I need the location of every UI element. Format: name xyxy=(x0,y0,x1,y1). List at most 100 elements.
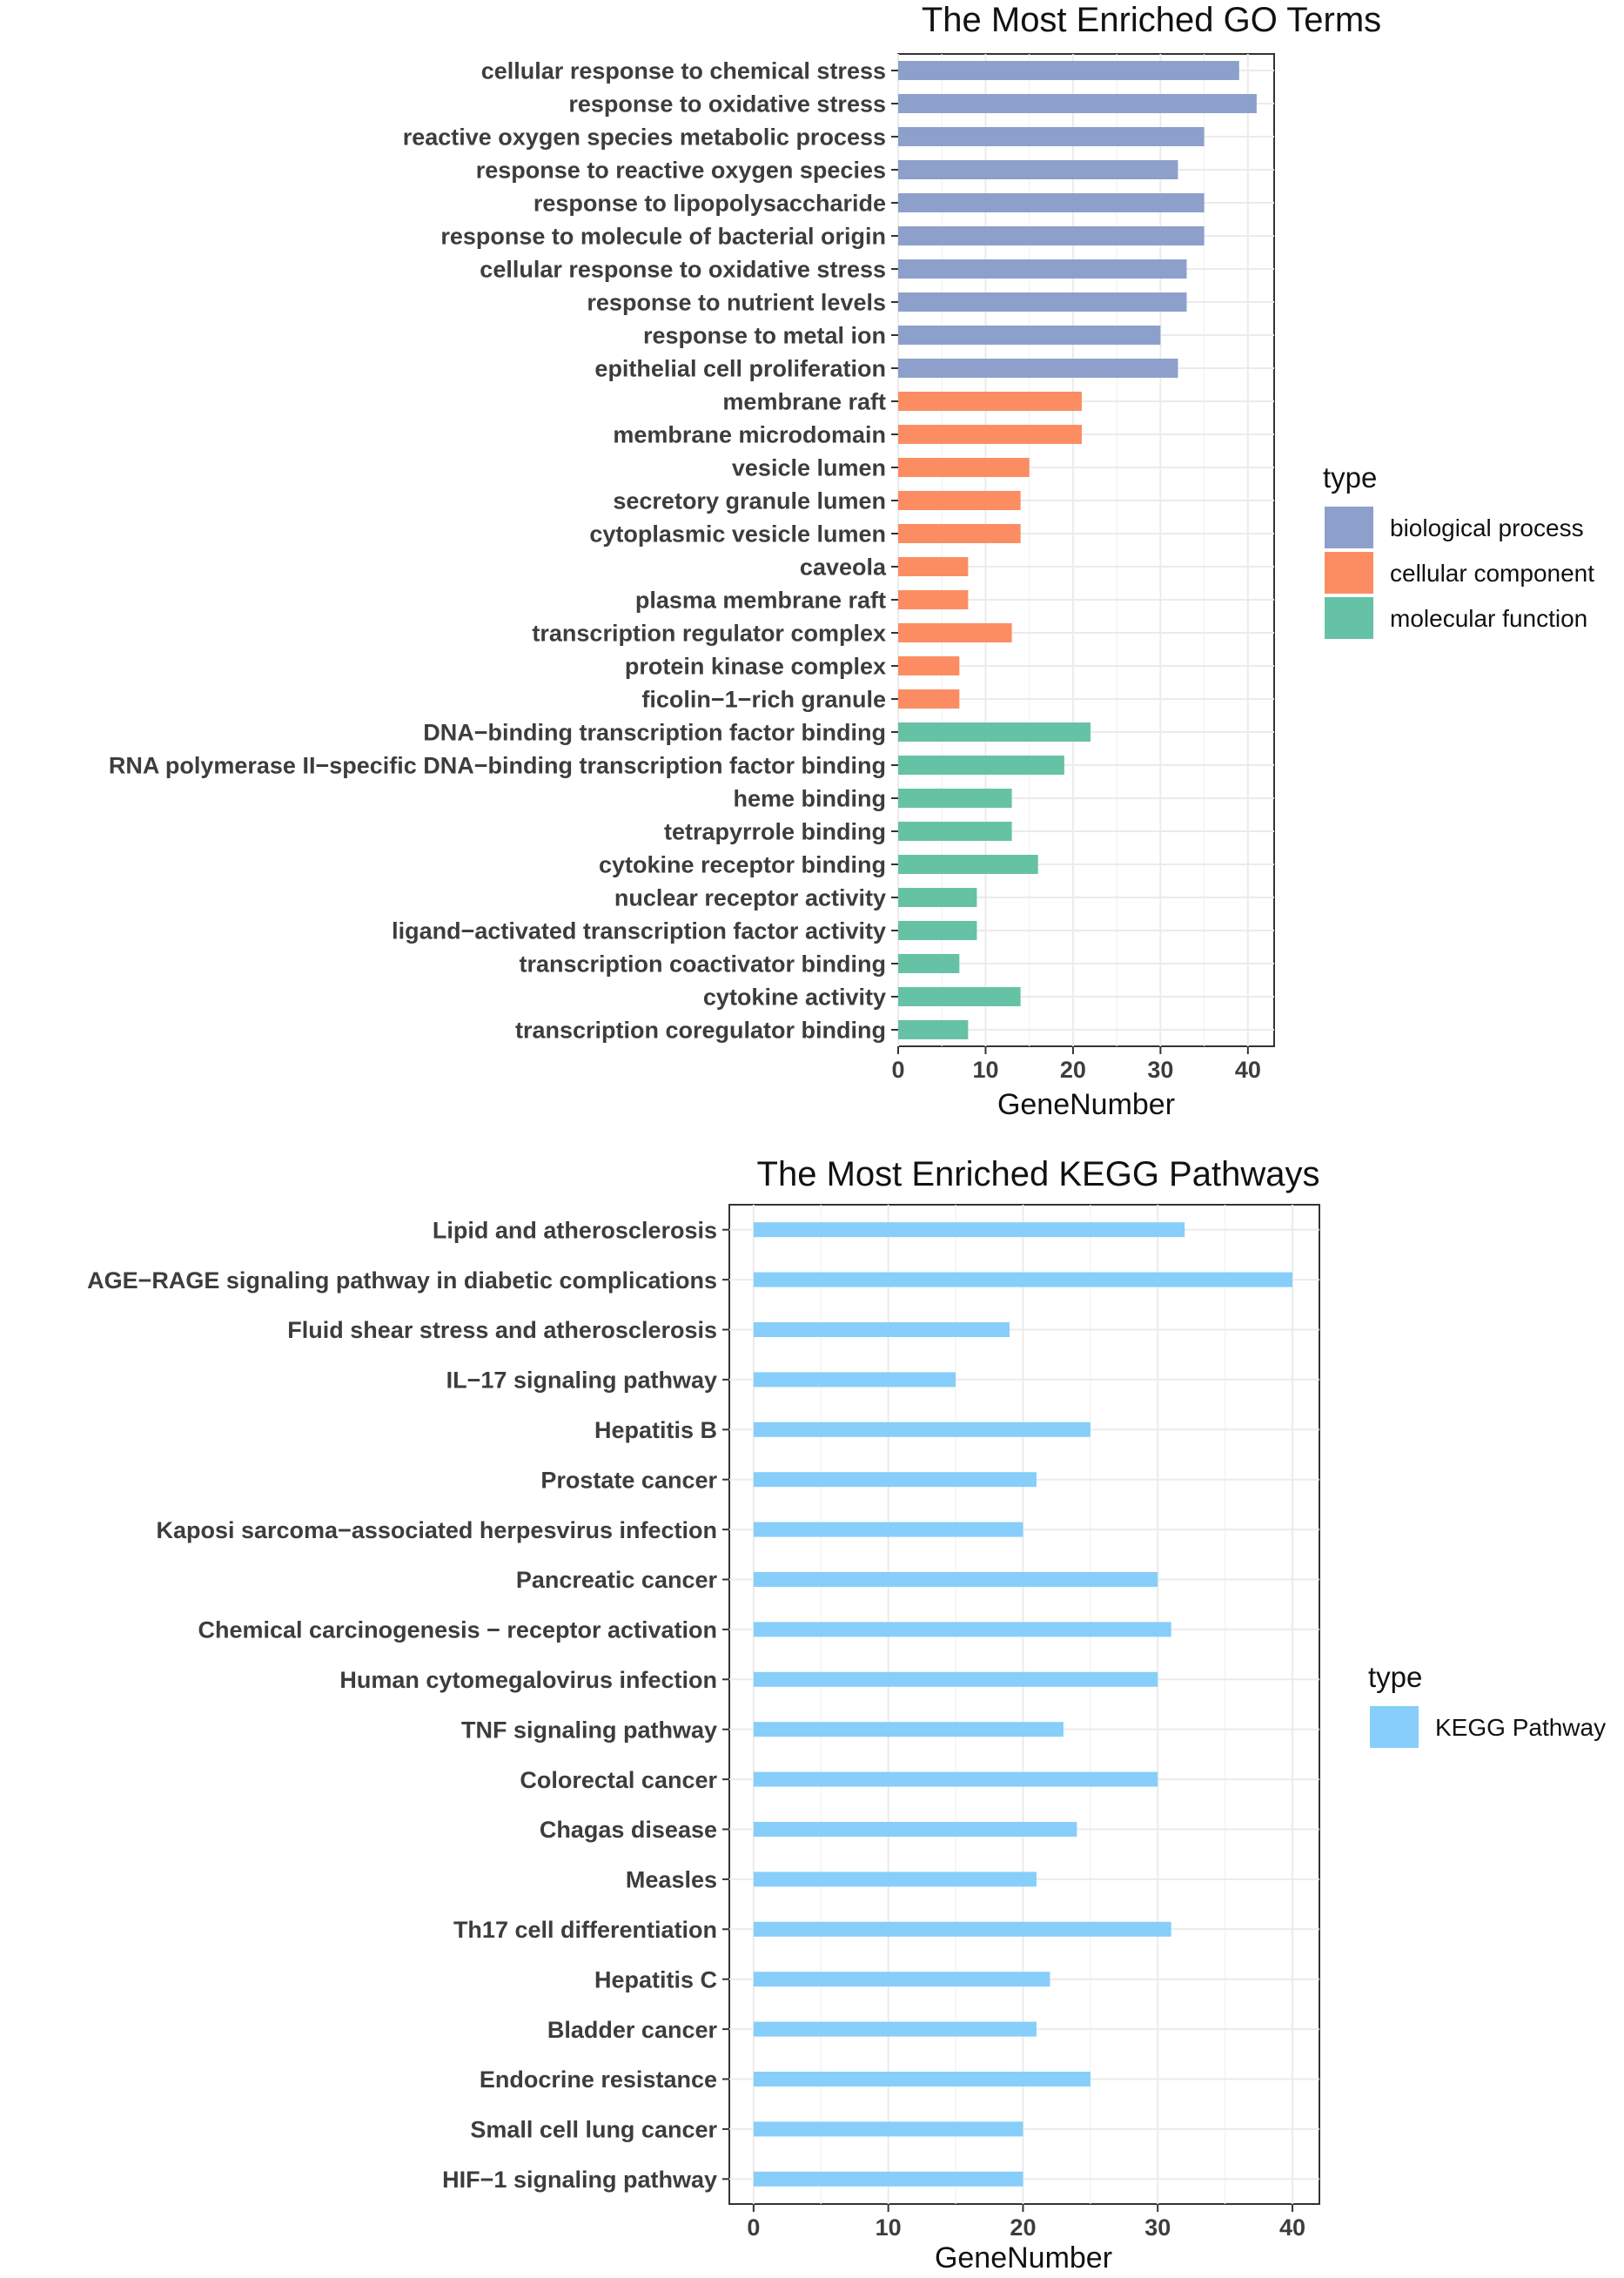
kegg-category-label: Kaposi sarcoma−associated herpesvirus in… xyxy=(156,1517,717,1543)
go-bar xyxy=(898,921,977,940)
kegg-x-tick-label: 20 xyxy=(1010,2214,1036,2241)
kegg-x-tick-label: 30 xyxy=(1144,2214,1171,2241)
kegg-bar xyxy=(753,1572,1158,1587)
go-category-label: tetrapyrrole binding xyxy=(664,819,886,845)
kegg-chart-title: The Most Enriched KEGG Pathways xyxy=(757,1155,1320,1193)
go-bar xyxy=(898,954,960,973)
kegg-category-label: AGE−RAGE signaling pathway in diabetic c… xyxy=(87,1267,717,1294)
kegg-bar xyxy=(753,1522,1023,1537)
go-bar xyxy=(898,458,1030,477)
kegg-bar xyxy=(753,1972,1050,1987)
go-category-label: vesicle lumen xyxy=(732,455,886,481)
go-category-label: cellular response to oxidative stress xyxy=(480,257,886,283)
go-bar xyxy=(898,590,969,609)
go-category-label: caveola xyxy=(800,554,887,581)
go-bar xyxy=(898,61,1239,80)
go-category-label: ficolin−1−rich granule xyxy=(641,687,886,713)
go-category-label: membrane microdomain xyxy=(613,422,886,448)
go-bar xyxy=(898,160,1178,179)
kegg-category-label: Hepatitis C xyxy=(594,1966,717,1992)
kegg-bar xyxy=(753,1771,1158,1787)
kegg-bar xyxy=(753,1322,1010,1337)
kegg-category-label: Small cell lung cancer xyxy=(470,2117,717,2143)
go-legend-swatch xyxy=(1325,597,1373,639)
go-x-tick-label: 30 xyxy=(1147,1057,1173,1083)
kegg-category-label: TNF signaling pathway xyxy=(461,1717,717,1743)
go-category-label: membrane raft xyxy=(722,389,886,415)
go-bar xyxy=(898,1020,969,1039)
kegg-legend-label: KEGG Pathway xyxy=(1435,1714,1606,1741)
go-x-tick-label: 20 xyxy=(1060,1057,1086,1083)
kegg-x-tick-label: 40 xyxy=(1279,2214,1305,2241)
kegg-category-label: Human cytomegalovirus infection xyxy=(339,1667,717,1693)
go-bar xyxy=(898,425,1082,444)
go-category-label: DNA−binding transcription factor binding xyxy=(423,720,886,746)
go-category-label: heme binding xyxy=(734,786,887,812)
kegg-category-label: Fluid shear stress and atherosclerosis xyxy=(287,1317,717,1343)
kegg-x-ticks: 0 10 20 30 40 xyxy=(747,2204,1305,2241)
kegg-x-tick-label: 0 xyxy=(747,2214,760,2241)
go-bar xyxy=(898,359,1178,378)
kegg-category-label: Colorectal cancer xyxy=(520,1767,717,1793)
go-bar xyxy=(898,722,1091,742)
kegg-category-label: Th17 cell differentiation xyxy=(453,1917,717,1943)
go-legend-swatch xyxy=(1325,552,1373,594)
go-bar xyxy=(898,392,1082,411)
go-chart-title: The Most Enriched GO Terms xyxy=(922,1,1381,39)
go-bar xyxy=(898,789,1012,808)
go-category-label: epithelial cell proliferation xyxy=(594,356,886,382)
go-legend: type biological process cellular componen… xyxy=(1323,461,1594,639)
go-category-label: response to nutrient levels xyxy=(587,290,886,316)
go-category-label: cytokine receptor binding xyxy=(599,852,886,878)
go-category-label: ligand−activated transcription factor ac… xyxy=(392,918,886,944)
go-category-label: reactive oxygen species metabolic proces… xyxy=(403,124,886,151)
kegg-bar xyxy=(753,1472,1037,1488)
kegg-x-axis-title: GeneNumber xyxy=(935,2241,1112,2274)
kegg-category-label: Chemical carcinogenesis − receptor activ… xyxy=(198,1617,718,1643)
kegg-chart: The Most Enriched KEGG Pathways Lipid an… xyxy=(87,1155,1606,2275)
go-legend-label: biological process xyxy=(1390,514,1584,541)
go-bar xyxy=(898,855,1038,874)
go-bar xyxy=(898,656,960,675)
go-legend-title: type xyxy=(1323,461,1377,494)
kegg-plot-panel xyxy=(728,1204,1320,2205)
go-bars xyxy=(898,61,1257,1039)
kegg-bar xyxy=(753,1622,1171,1637)
kegg-category-label: Pancreatic cancer xyxy=(516,1567,718,1593)
kegg-category-label: IL−17 signaling pathway xyxy=(446,1367,717,1394)
go-bar xyxy=(898,292,1187,312)
kegg-bar xyxy=(753,2171,1023,2187)
go-category-label: response to lipopolysaccharide xyxy=(534,191,886,217)
kegg-category-label: Lipid and atherosclerosis xyxy=(433,1217,717,1243)
kegg-bar xyxy=(753,1921,1171,1937)
kegg-legend-swatch xyxy=(1370,1706,1419,1748)
go-legend-swatch xyxy=(1325,507,1373,548)
go-bar xyxy=(898,756,1064,775)
go-bar xyxy=(898,259,1187,279)
go-category-label: protein kinase complex xyxy=(625,654,886,680)
kegg-category-label: Measles xyxy=(626,1867,717,1893)
go-bar xyxy=(898,822,1012,841)
go-x-tick-label: 0 xyxy=(891,1057,904,1083)
go-category-label: secretory granule lumen xyxy=(613,488,886,514)
kegg-bar xyxy=(753,1822,1077,1837)
kegg-category-label: Endocrine resistance xyxy=(480,2066,717,2093)
kegg-bar xyxy=(753,2072,1090,2086)
kegg-bar xyxy=(753,1421,1090,1437)
kegg-bar xyxy=(753,2121,1023,2137)
go-bar xyxy=(898,623,1012,642)
kegg-legend-items: KEGG Pathway xyxy=(1370,1706,1606,1748)
kegg-category-labels: Lipid and atherosclerosis AGE−RAGE signal… xyxy=(87,1217,729,2193)
go-x-ticks: 0 10 20 30 40 xyxy=(891,1046,1261,1083)
go-x-axis-title: GeneNumber xyxy=(997,1088,1175,1121)
go-bar xyxy=(898,557,969,576)
go-category-label: response to metal ion xyxy=(643,323,886,349)
go-chart: The Most Enriched GO Terms cellular resp… xyxy=(109,1,1594,1121)
kegg-category-label: Chagas disease xyxy=(540,1817,717,1843)
go-bar xyxy=(898,524,1021,543)
go-category-label: response to oxidative stress xyxy=(568,91,886,118)
go-bar xyxy=(898,193,1205,212)
go-category-label: cellular response to chemical stress xyxy=(481,58,886,84)
